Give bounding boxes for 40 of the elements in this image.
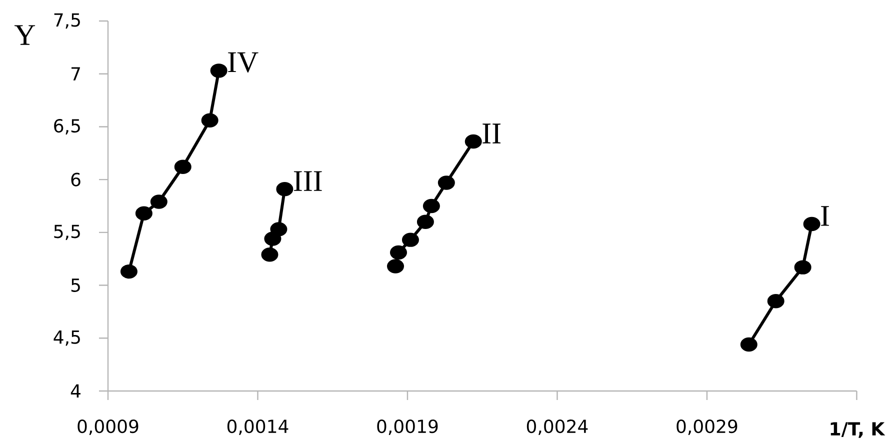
point <box>390 245 407 260</box>
point <box>150 194 168 209</box>
point <box>387 259 404 274</box>
series-label: I <box>821 206 829 226</box>
point <box>261 248 278 262</box>
y-tick-label: 6,5 <box>54 118 80 134</box>
point <box>201 113 218 128</box>
point <box>402 232 419 247</box>
y-tick-label: 7 <box>72 67 80 80</box>
y-axis-title: Y <box>14 25 36 45</box>
series-label: IV <box>228 52 258 72</box>
y-tick-label: 5,5 <box>54 224 80 240</box>
point <box>264 232 282 246</box>
series-label: II <box>482 124 500 144</box>
point <box>740 337 758 352</box>
point <box>464 134 482 149</box>
point <box>438 176 455 190</box>
x-tick-label: 0,0029 <box>676 420 738 435</box>
point <box>174 160 192 174</box>
point <box>767 294 784 308</box>
point <box>794 260 812 274</box>
point <box>803 216 820 232</box>
x-tick-label: 0,0024 <box>526 420 588 435</box>
point <box>135 206 152 220</box>
point <box>270 222 288 236</box>
y-tick-label: 7,5 <box>54 13 80 29</box>
point <box>422 198 440 214</box>
point <box>120 264 138 279</box>
point <box>276 182 294 196</box>
y-tick-label: 4,5 <box>54 330 80 346</box>
series-label: III <box>294 171 322 191</box>
x-tick-label: 0,0009 <box>78 420 138 435</box>
x-tick-label: 0,0019 <box>377 420 438 435</box>
y-tick-label: 5 <box>71 278 80 292</box>
point <box>210 64 228 78</box>
y-tick-label: 6 <box>71 172 80 186</box>
x-tick-label: 0,0014 <box>227 420 288 435</box>
y-tick-label: 4 <box>70 384 80 398</box>
x-axis-title: 1/T, K <box>830 422 886 438</box>
point <box>416 214 434 229</box>
